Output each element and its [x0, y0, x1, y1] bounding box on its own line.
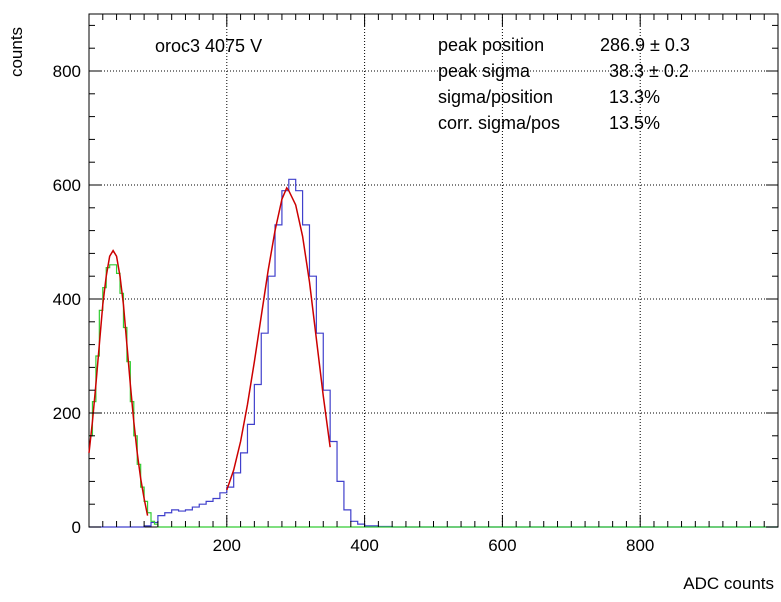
x-tick-label: 600 — [488, 536, 516, 555]
stat-value: 286.9 ± 0.3 — [600, 35, 690, 55]
y-axis-label: counts — [7, 27, 26, 77]
stat-value: 13.5% — [609, 113, 660, 133]
x-axis-label: ADC counts — [683, 574, 774, 593]
run-label: oroc3 4075 V — [155, 36, 262, 56]
stats-box: peak position 286.9 ± 0.3 peak sigma 38.… — [438, 35, 690, 133]
stat-value: 38.3 ± 0.2 — [609, 61, 689, 81]
x-tick-label: 800 — [626, 536, 654, 555]
series-group — [88, 178, 778, 528]
y-tick-label: 800 — [53, 62, 81, 81]
fit-curve — [226, 186, 331, 491]
stat-label: peak sigma — [438, 61, 531, 81]
stat-label: sigma/position — [438, 87, 553, 107]
y-tick-label: 200 — [53, 404, 81, 423]
grid — [89, 14, 778, 527]
y-tick-label: 600 — [53, 176, 81, 195]
fit-curve — [88, 249, 149, 516]
stat-label: corr. sigma/pos — [438, 113, 560, 133]
stat-label: peak position — [438, 35, 544, 55]
x-tick-label: 200 — [213, 536, 241, 555]
y-tick-label: 400 — [53, 290, 81, 309]
histogram-series — [89, 178, 778, 528]
x-tick-label: 400 — [350, 536, 378, 555]
histogram-series — [89, 264, 778, 528]
axes: 200 400 600 800 0 200 400 600 800 — [53, 14, 779, 555]
plot-area — [88, 13, 779, 528]
y-tick-label: 0 — [72, 518, 81, 537]
stat-value: 13.3% — [609, 87, 660, 107]
